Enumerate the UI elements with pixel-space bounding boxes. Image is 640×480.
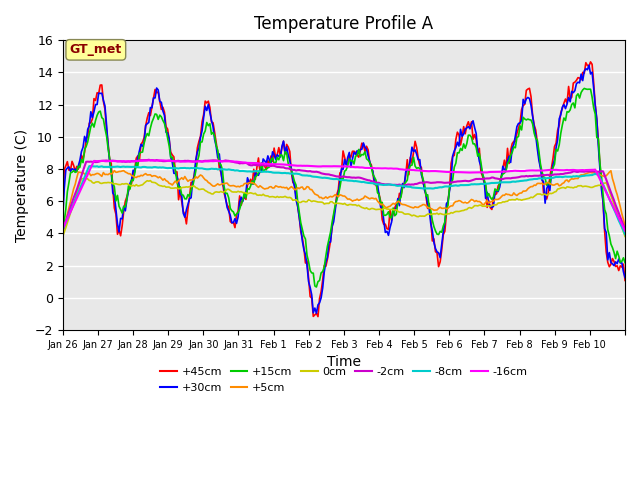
X-axis label: Time: Time xyxy=(327,355,361,370)
-16cm xyxy=(591,167,599,172)
+5cm xyxy=(247,180,255,186)
+5cm xyxy=(256,183,264,189)
Legend: +45cm, +30cm, +15cm, +5cm, 0cm, -2cm, -8cm, -16cm: +45cm, +30cm, +15cm, +5cm, 0cm, -2cm, -8… xyxy=(156,363,532,397)
Line: -8cm: -8cm xyxy=(63,166,625,234)
-8cm xyxy=(228,167,236,173)
-2cm xyxy=(228,159,236,165)
+30cm xyxy=(128,177,136,183)
-8cm xyxy=(307,173,314,179)
+45cm xyxy=(305,275,312,281)
-8cm xyxy=(256,168,264,174)
Title: Temperature Profile A: Temperature Profile A xyxy=(254,15,433,33)
+15cm xyxy=(128,177,136,183)
Line: 0cm: 0cm xyxy=(63,179,625,237)
-2cm xyxy=(591,169,599,175)
-8cm xyxy=(129,164,137,170)
+30cm xyxy=(305,279,312,285)
-16cm xyxy=(307,163,314,169)
-2cm xyxy=(256,163,264,168)
+30cm xyxy=(227,212,234,218)
+45cm xyxy=(59,207,67,213)
+15cm xyxy=(227,205,234,211)
Line: +5cm: +5cm xyxy=(63,170,625,234)
0cm xyxy=(591,183,599,189)
-2cm xyxy=(128,158,136,164)
0cm xyxy=(247,190,255,196)
+15cm xyxy=(621,260,629,265)
+45cm xyxy=(587,59,595,65)
+45cm xyxy=(255,155,262,161)
-16cm xyxy=(59,226,67,232)
-8cm xyxy=(621,231,629,237)
+45cm xyxy=(245,180,253,186)
+30cm xyxy=(255,172,262,178)
+45cm xyxy=(314,314,322,320)
-16cm xyxy=(228,158,236,164)
+5cm xyxy=(591,170,599,176)
+5cm xyxy=(59,231,67,237)
-2cm xyxy=(59,227,67,233)
+45cm xyxy=(593,117,601,123)
0cm xyxy=(77,176,85,181)
-2cm xyxy=(307,168,314,174)
+30cm xyxy=(621,275,629,280)
Line: +45cm: +45cm xyxy=(63,62,625,317)
+15cm xyxy=(312,284,320,290)
+45cm xyxy=(227,218,234,224)
-8cm xyxy=(87,163,95,169)
-16cm xyxy=(145,157,153,163)
+15cm xyxy=(59,223,67,229)
0cm xyxy=(228,189,236,194)
+30cm xyxy=(59,216,67,222)
-2cm xyxy=(247,162,255,168)
+15cm xyxy=(245,187,253,192)
+5cm xyxy=(228,183,236,189)
Line: +30cm: +30cm xyxy=(63,65,625,313)
0cm xyxy=(307,198,314,204)
0cm xyxy=(59,234,67,240)
+45cm xyxy=(128,180,136,186)
Y-axis label: Temperature (C): Temperature (C) xyxy=(15,129,29,242)
+5cm xyxy=(307,187,314,192)
+15cm xyxy=(305,259,312,264)
0cm xyxy=(129,182,137,188)
+30cm xyxy=(245,180,253,185)
+45cm xyxy=(621,277,629,283)
-16cm xyxy=(128,158,136,164)
Line: -2cm: -2cm xyxy=(63,160,625,230)
+15cm xyxy=(580,85,588,91)
-16cm xyxy=(256,161,264,167)
-8cm xyxy=(59,228,67,233)
0cm xyxy=(256,192,264,198)
+5cm xyxy=(621,223,629,228)
Line: +15cm: +15cm xyxy=(63,88,625,287)
-2cm xyxy=(621,227,629,233)
-16cm xyxy=(247,160,255,166)
Text: GT_met: GT_met xyxy=(70,43,122,56)
+30cm xyxy=(593,116,601,122)
+30cm xyxy=(312,311,320,316)
+5cm xyxy=(129,173,137,179)
+5cm xyxy=(111,168,118,173)
-16cm xyxy=(621,228,629,234)
-2cm xyxy=(145,157,153,163)
+15cm xyxy=(255,169,262,175)
0cm xyxy=(621,234,629,240)
-8cm xyxy=(247,168,255,174)
+30cm xyxy=(585,62,593,68)
Line: -16cm: -16cm xyxy=(63,160,625,231)
+15cm xyxy=(593,135,601,141)
-8cm xyxy=(591,171,599,177)
